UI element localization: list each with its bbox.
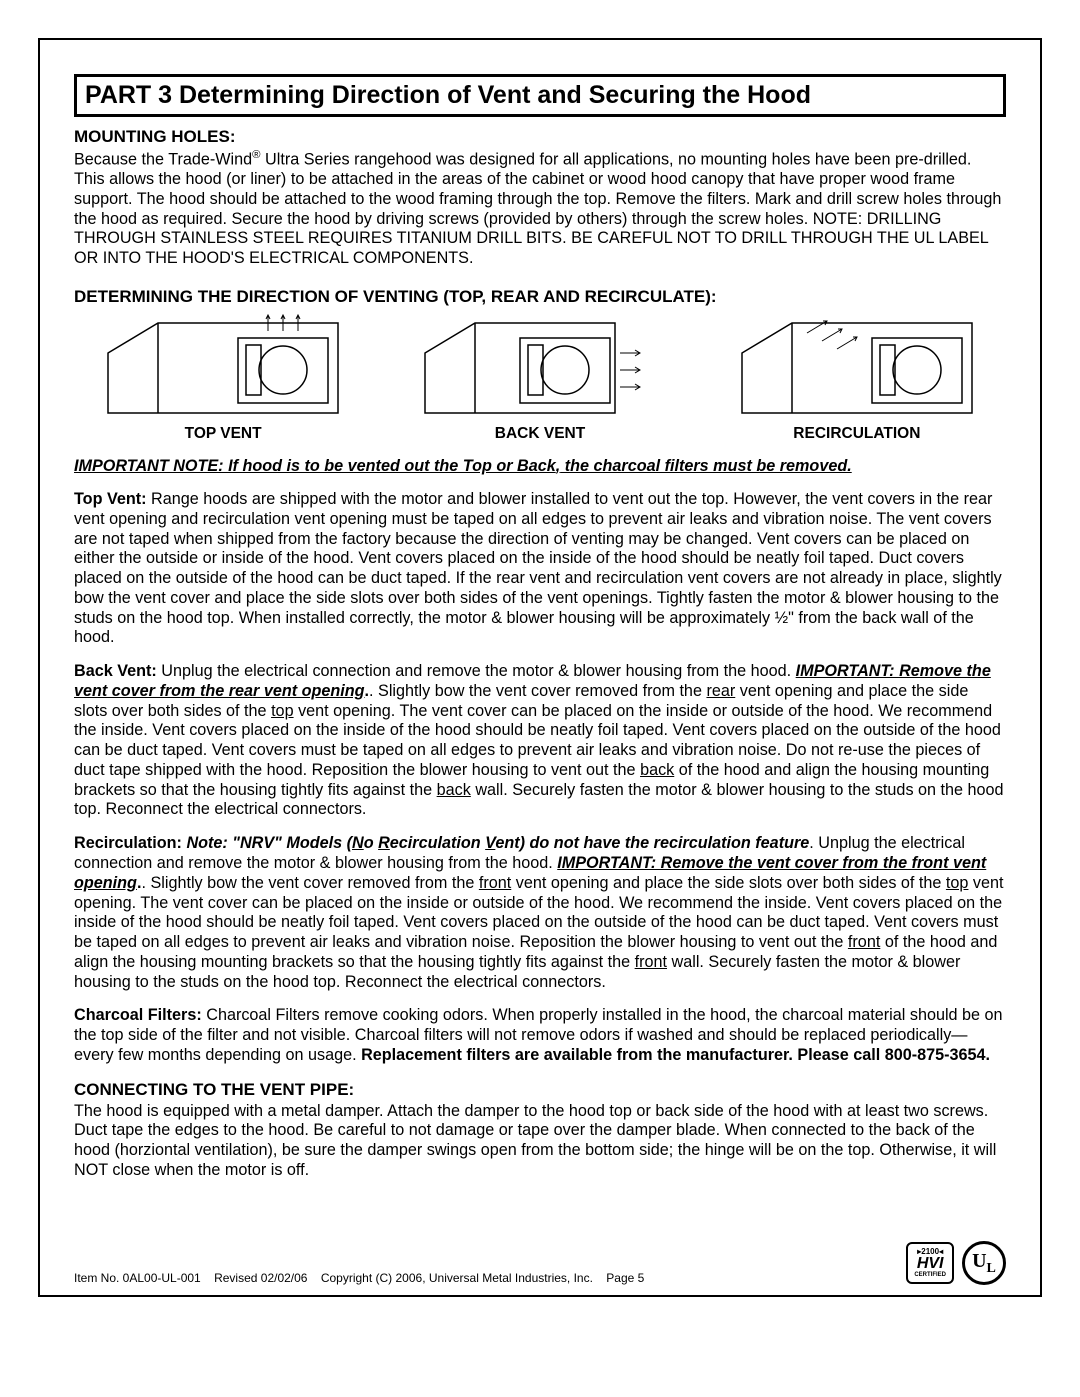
direction-heading: DETERMINING THE DIRECTION OF VENTING (TO… <box>74 287 1006 307</box>
part-title: PART 3 Determining Direction of Vent and… <box>74 74 1006 117</box>
bv-t1: Unplug the electrical connection and rem… <box>157 662 796 680</box>
connect-heading: CONNECTING TO THE VENT PIPE: <box>74 1080 1006 1100</box>
important-note-prefix: IMPORTANT NOTE: If hood is to be vented … <box>74 457 556 475</box>
bv-t2: . Slightly bow the vent cover removed fr… <box>369 682 706 700</box>
rc-n3: ecirculation <box>390 834 485 852</box>
footer-page: Page 5 <box>606 1271 644 1285</box>
diagram-recirc: RECIRCULATION <box>708 313 1006 443</box>
important-note: IMPORTANT NOTE: If hood is to be vented … <box>74 457 1006 476</box>
rc-n1: Note: "NRV" Models ( <box>182 834 352 852</box>
diagram-top-label: TOP VENT <box>74 425 372 443</box>
bv-top: top <box>271 702 294 720</box>
ul-text: UL <box>972 1250 996 1277</box>
diagram-back-label: BACK VENT <box>391 425 689 443</box>
rc-front1: front <box>479 874 511 892</box>
rc-uR: R <box>378 834 390 852</box>
recirc-label: Recirculation: <box>74 834 182 852</box>
top-vent-para: Top Vent: Range hoods are shipped with t… <box>74 490 1006 648</box>
cert-badges: ▸2100◂ HVI CERTIFIED UL <box>906 1241 1006 1285</box>
footer-text: Item No. 0AL00-UL-001 Revised 02/02/06 C… <box>74 1271 644 1285</box>
bv-back2: back <box>437 781 471 799</box>
rc-uV: V <box>485 834 495 852</box>
footer-revised: Revised 02/02/06 <box>214 1271 307 1285</box>
rc-front3: front <box>635 953 667 971</box>
back-vent-label: Back Vent: <box>74 662 157 680</box>
connect-text: The hood is equipped with a metal damper… <box>74 1102 1006 1181</box>
footer-item: Item No. 0AL00-UL-001 <box>74 1271 201 1285</box>
diagram-back-vent: BACK VENT <box>391 313 689 443</box>
registered-mark: ® <box>252 149 260 161</box>
rc-n2: o <box>364 834 378 852</box>
important-note-suffix: the charcoal filters must be removed. <box>560 457 851 475</box>
diagram-recirc-label: RECIRCULATION <box>708 425 1006 443</box>
diagram-row: TOP VENT BACK VENT <box>74 313 1006 443</box>
charcoal-label: Charcoal Filters: <box>74 1006 202 1024</box>
bv-rear: rear <box>706 682 735 700</box>
charcoal-para: Charcoal Filters: Charcoal Filters remov… <box>74 1006 1006 1065</box>
hvi-main: HVI <box>914 1256 946 1272</box>
top-vent-label: Top Vent: <box>74 490 147 508</box>
footer: Item No. 0AL00-UL-001 Revised 02/02/06 C… <box>74 1241 1006 1285</box>
document-page: PART 3 Determining Direction of Vent and… <box>38 38 1042 1297</box>
top-vent-text: Range hoods are shipped with the motor a… <box>74 490 1002 646</box>
rc-front2: front <box>848 933 880 951</box>
back-vent-para: Back Vent: Unplug the electrical connect… <box>74 662 1006 820</box>
rc-uN: N <box>352 834 364 852</box>
mounting-heading: MOUNTING HOLES: <box>74 127 1006 147</box>
recirc-para: Recirculation: Note: "NRV" Models (No Re… <box>74 834 1006 992</box>
rc-top: top <box>946 874 969 892</box>
diagram-top-vent: TOP VENT <box>74 313 372 443</box>
rc-t2: . Slightly bow the vent cover removed fr… <box>141 874 478 892</box>
bv-back1: back <box>640 761 674 779</box>
mounting-text-pre: Because the Trade-Wind <box>74 150 252 168</box>
ul-badge: UL <box>962 1241 1006 1285</box>
rc-n4: ent) do not have the recirculation featu… <box>495 834 809 852</box>
rc-t3: vent opening and place the side slots ov… <box>511 874 946 892</box>
hvi-sub: CERTIFIED <box>914 1272 946 1278</box>
footer-copyright: Copyright (C) 2006, Universal Metal Indu… <box>321 1271 593 1285</box>
charcoal-tail: Replacement filters are available from t… <box>361 1046 990 1064</box>
hvi-badge: ▸2100◂ HVI CERTIFIED <box>906 1242 954 1284</box>
mounting-text: Because the Trade-Wind® Ultra Series ran… <box>74 149 1006 269</box>
